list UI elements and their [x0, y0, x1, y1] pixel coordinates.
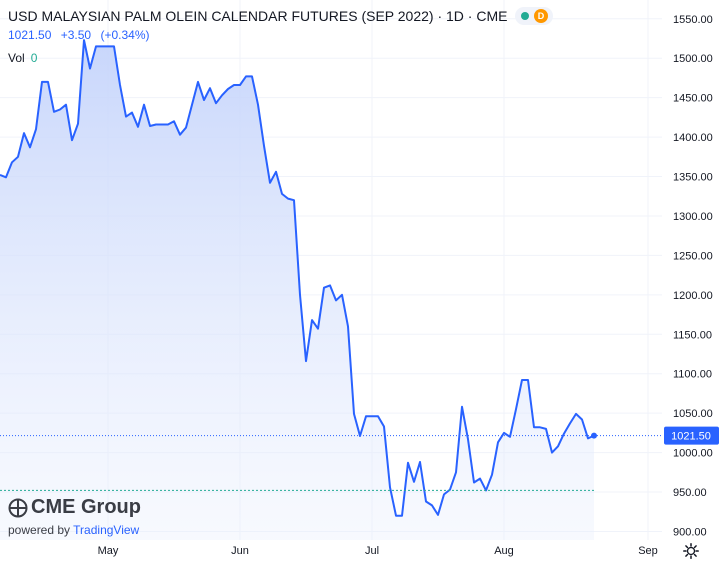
- y-tick-label: 1150.00: [673, 329, 712, 341]
- volume-value: 0: [30, 51, 38, 65]
- y-tick-label: 1250.00: [673, 250, 713, 262]
- y-tick-label: 1000.00: [673, 448, 713, 460]
- x-tick-label: May: [98, 545, 119, 557]
- x-tick-label: Aug: [494, 545, 514, 557]
- y-tick-label: 1500.00: [673, 53, 713, 65]
- y-tick-label: 1350.00: [673, 172, 713, 184]
- x-tick-label: Sep: [638, 545, 658, 557]
- logo-text: CME Group: [31, 496, 141, 518]
- price-area: [0, 40, 594, 540]
- volume-row: Vol 0: [8, 51, 37, 65]
- last-price-label-text: 1021.50: [671, 431, 711, 443]
- gear-icon[interactable]: [683, 543, 699, 559]
- logo-wordmark: CME Group: [8, 496, 141, 519]
- y-tick-label: 950.00: [673, 487, 707, 499]
- last-price-dot: [591, 432, 597, 439]
- y-tick-label: 1200.00: [673, 290, 713, 302]
- last-price-label: 1021.50: [664, 426, 719, 445]
- price-row: 1021.50 +3.50 (+0.34%): [8, 28, 155, 42]
- powered-by: powered by TradingView: [8, 523, 141, 537]
- tradingview-link[interactable]: TradingView: [73, 523, 140, 537]
- cme-logo[interactable]: CME Group powered by TradingView: [8, 496, 141, 537]
- price-change-percent: (+0.34%): [100, 28, 150, 42]
- volume-label: Vol: [8, 51, 25, 65]
- y-tick-label: 1300.00: [673, 211, 713, 223]
- chart-title: USD MALAYSIAN PALM OLEIN CALENDAR FUTURE…: [8, 8, 508, 24]
- y-tick-label: 1400.00: [673, 132, 713, 144]
- x-tick-label: Jun: [231, 545, 249, 557]
- y-tick-label: 1550.00: [673, 14, 713, 26]
- title-row: USD MALAYSIAN PALM OLEIN CALENDAR FUTURE…: [8, 6, 554, 26]
- status-pill[interactable]: D: [515, 7, 554, 25]
- y-tick-label: 900.00: [673, 526, 707, 538]
- x-tick-label: Jul: [365, 545, 379, 557]
- market-status-icon: [520, 12, 529, 20]
- y-tick-label: 1100.00: [673, 369, 712, 381]
- y-axis[interactable]: 1550.00 1500.00 1450.00 1400.00 1350.00 1300.…: [673, 14, 713, 539]
- y-tick-label: 1050.00: [673, 408, 713, 420]
- price-change: +3.50: [60, 28, 92, 42]
- y-tick-label: 1450.00: [673, 93, 713, 105]
- last-price: 1021.50: [8, 28, 52, 42]
- price-line: [0, 39, 595, 517]
- powered-by-text: powered by: [8, 523, 71, 537]
- x-axis[interactable]: May Jun Jul Aug Sep: [98, 545, 658, 557]
- globe-icon: [8, 498, 28, 517]
- delayed-badge: D: [533, 9, 548, 23]
- last-price-label-box: [664, 426, 719, 445]
